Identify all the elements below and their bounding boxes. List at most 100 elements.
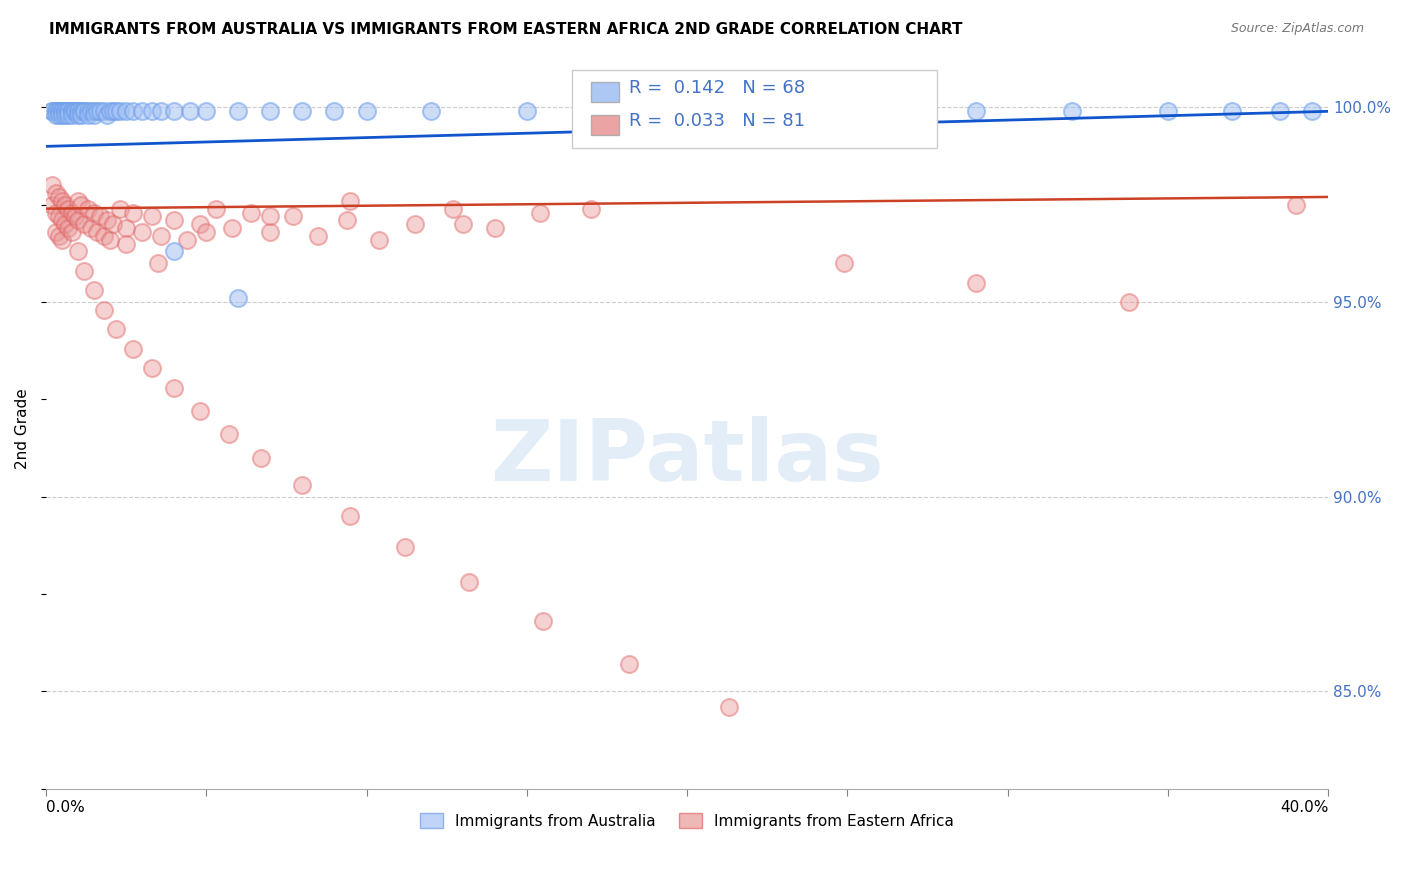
Point bbox=[48, 108, 70, 122]
Point bbox=[83, 205, 105, 219]
Point bbox=[419, 104, 441, 119]
Text: Source: ZipAtlas.com: Source: ZipAtlas.com bbox=[1230, 22, 1364, 36]
Point bbox=[58, 108, 80, 122]
Point bbox=[51, 108, 73, 122]
Point bbox=[115, 104, 138, 119]
Point bbox=[368, 233, 391, 247]
Point bbox=[53, 108, 76, 122]
Point bbox=[531, 614, 554, 628]
Point bbox=[108, 104, 131, 119]
Point bbox=[240, 205, 263, 219]
Point bbox=[76, 104, 98, 119]
Point bbox=[63, 104, 86, 119]
Point bbox=[131, 225, 153, 239]
Point bbox=[356, 104, 378, 119]
Text: IMMIGRANTS FROM AUSTRALIA VS IMMIGRANTS FROM EASTERN AFRICA 2ND GRADE CORRELATIO: IMMIGRANTS FROM AUSTRALIA VS IMMIGRANTS … bbox=[49, 22, 963, 37]
FancyBboxPatch shape bbox=[591, 82, 619, 103]
Point bbox=[83, 108, 105, 122]
Point bbox=[76, 202, 98, 216]
Point bbox=[41, 104, 63, 119]
Point bbox=[837, 104, 859, 119]
Point bbox=[60, 225, 83, 239]
Point bbox=[121, 205, 143, 219]
Point bbox=[53, 198, 76, 212]
Point bbox=[619, 657, 641, 671]
Point bbox=[66, 194, 89, 208]
Point bbox=[60, 104, 83, 119]
Point bbox=[73, 104, 96, 119]
Point bbox=[48, 210, 70, 224]
Legend: Immigrants from Australia, Immigrants from Eastern Africa: Immigrants from Australia, Immigrants fr… bbox=[415, 806, 960, 835]
Point bbox=[1157, 104, 1180, 119]
Point bbox=[58, 202, 80, 216]
Point bbox=[51, 104, 73, 119]
Point bbox=[105, 322, 128, 336]
Point bbox=[146, 256, 169, 270]
Point bbox=[307, 228, 329, 243]
Point bbox=[98, 104, 121, 119]
Point bbox=[394, 540, 416, 554]
Point bbox=[218, 427, 240, 442]
Point bbox=[48, 104, 70, 119]
Text: 40.0%: 40.0% bbox=[1279, 800, 1329, 815]
Text: R =  0.142   N = 68: R = 0.142 N = 68 bbox=[630, 79, 806, 97]
Point bbox=[103, 217, 125, 231]
Point bbox=[150, 228, 173, 243]
Point bbox=[66, 244, 89, 259]
Point bbox=[45, 104, 67, 119]
Point bbox=[163, 104, 186, 119]
Point bbox=[48, 228, 70, 243]
Point bbox=[458, 575, 481, 590]
Point bbox=[1268, 104, 1291, 119]
Point bbox=[179, 104, 201, 119]
Point bbox=[53, 217, 76, 231]
Point bbox=[965, 276, 987, 290]
Point bbox=[58, 104, 80, 119]
Point bbox=[131, 104, 153, 119]
Point bbox=[96, 108, 118, 122]
Point bbox=[51, 104, 73, 119]
Point bbox=[529, 205, 551, 219]
Text: R =  0.033   N = 81: R = 0.033 N = 81 bbox=[630, 112, 806, 129]
Point bbox=[60, 108, 83, 122]
Point bbox=[48, 104, 70, 119]
Point bbox=[41, 198, 63, 212]
Point bbox=[451, 217, 474, 231]
Point bbox=[249, 450, 271, 465]
Point bbox=[73, 217, 96, 231]
Point bbox=[93, 302, 115, 317]
Point bbox=[51, 233, 73, 247]
Point bbox=[188, 404, 211, 418]
Y-axis label: 2nd Grade: 2nd Grade bbox=[15, 388, 30, 469]
Point bbox=[291, 478, 314, 492]
Point bbox=[221, 221, 243, 235]
Point bbox=[98, 233, 121, 247]
Point bbox=[336, 213, 359, 227]
Point bbox=[86, 104, 108, 119]
Point bbox=[45, 186, 67, 200]
Point bbox=[105, 104, 128, 119]
Point bbox=[516, 104, 538, 119]
Point bbox=[163, 381, 186, 395]
Point bbox=[63, 104, 86, 119]
Point bbox=[195, 225, 218, 239]
Point bbox=[579, 202, 602, 216]
Point bbox=[176, 233, 198, 247]
Point bbox=[291, 104, 314, 119]
Point bbox=[150, 104, 173, 119]
Point bbox=[259, 104, 281, 119]
Text: ZIPatlas: ZIPatlas bbox=[491, 416, 884, 499]
Point bbox=[141, 104, 163, 119]
Point bbox=[163, 244, 186, 259]
Point bbox=[66, 104, 89, 119]
Point bbox=[115, 236, 138, 251]
Point bbox=[89, 210, 111, 224]
Point bbox=[73, 264, 96, 278]
Point bbox=[188, 217, 211, 231]
Point bbox=[58, 221, 80, 235]
Point bbox=[1285, 198, 1308, 212]
Point bbox=[717, 699, 740, 714]
Point bbox=[73, 104, 96, 119]
Point bbox=[48, 190, 70, 204]
Point bbox=[1301, 104, 1323, 119]
